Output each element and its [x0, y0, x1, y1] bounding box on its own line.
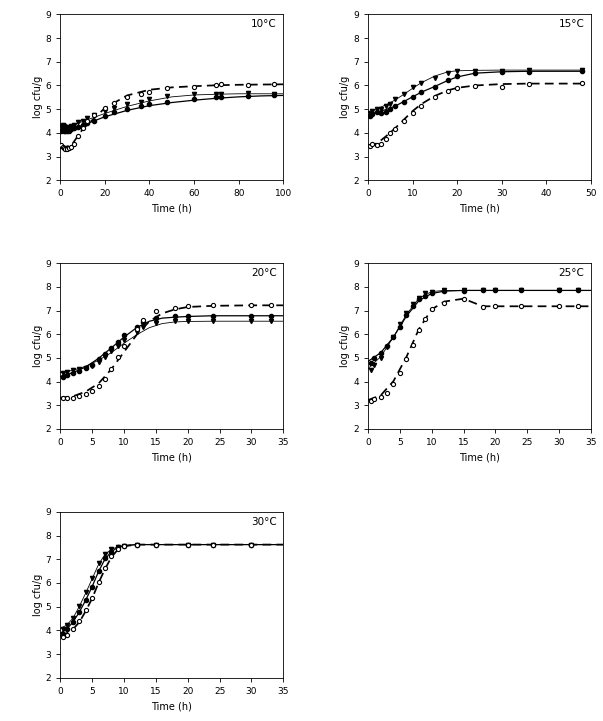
Text: 10°C: 10°C: [251, 19, 277, 30]
Text: 20°C: 20°C: [251, 268, 277, 278]
Y-axis label: log cfu/g: log cfu/g: [33, 574, 43, 616]
Text: 15°C: 15°C: [558, 19, 584, 30]
X-axis label: Time (h): Time (h): [151, 204, 192, 214]
X-axis label: Time (h): Time (h): [151, 453, 192, 463]
X-axis label: Time (h): Time (h): [151, 702, 192, 712]
X-axis label: Time (h): Time (h): [459, 453, 500, 463]
Y-axis label: log cfu/g: log cfu/g: [33, 76, 43, 118]
Text: 30°C: 30°C: [251, 517, 277, 527]
X-axis label: Time (h): Time (h): [459, 204, 500, 214]
Y-axis label: log cfu/g: log cfu/g: [341, 325, 350, 367]
Y-axis label: log cfu/g: log cfu/g: [33, 325, 43, 367]
Text: 25°C: 25°C: [558, 268, 584, 278]
Y-axis label: log cfu/g: log cfu/g: [341, 76, 350, 118]
